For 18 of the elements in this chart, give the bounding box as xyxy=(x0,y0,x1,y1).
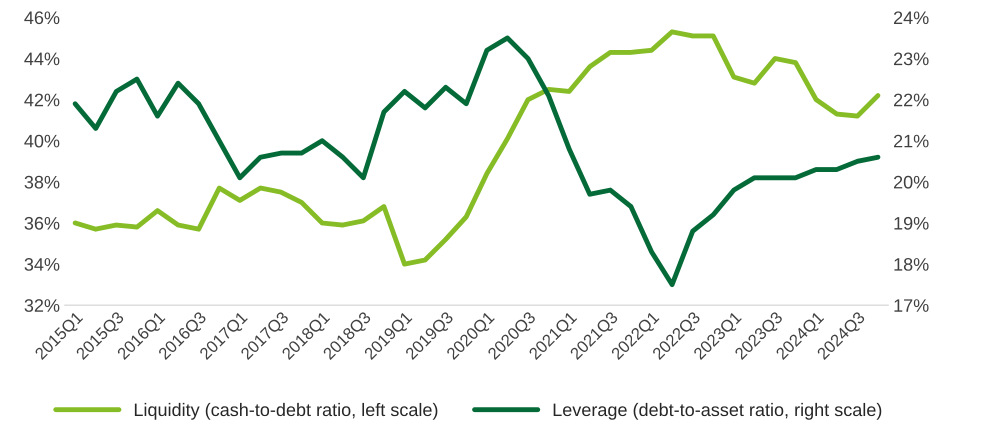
y-tick-label: 34% xyxy=(24,258,60,271)
y2-tick-label: 17% xyxy=(894,299,929,312)
y-tick-label: 32% xyxy=(24,299,60,312)
legend-label: Liquidity (cash-to-debt ratio, left scale) xyxy=(134,402,438,420)
y-tick-label: 40% xyxy=(24,134,60,148)
y2-tick-label: 24% xyxy=(894,11,929,24)
y2-tick-label: 22% xyxy=(894,94,929,106)
y2-tick-label: 20% xyxy=(894,176,929,189)
y-tick-label: 44% xyxy=(24,52,60,66)
y-tick-label: 42% xyxy=(24,94,60,106)
y-tick-label: 36% xyxy=(24,216,60,230)
y2-tick-label: 19% xyxy=(894,216,929,230)
legend-label: Leverage (debt-to-asset ratio, right scale) xyxy=(554,402,882,420)
y2-tick-label: 18% xyxy=(894,258,929,271)
y-tick-label: 46% xyxy=(24,11,60,24)
y2-tick-label: 21% xyxy=(894,134,929,148)
y2-tick-label: 23% xyxy=(894,52,929,66)
y-tick-label: 38% xyxy=(24,176,60,189)
